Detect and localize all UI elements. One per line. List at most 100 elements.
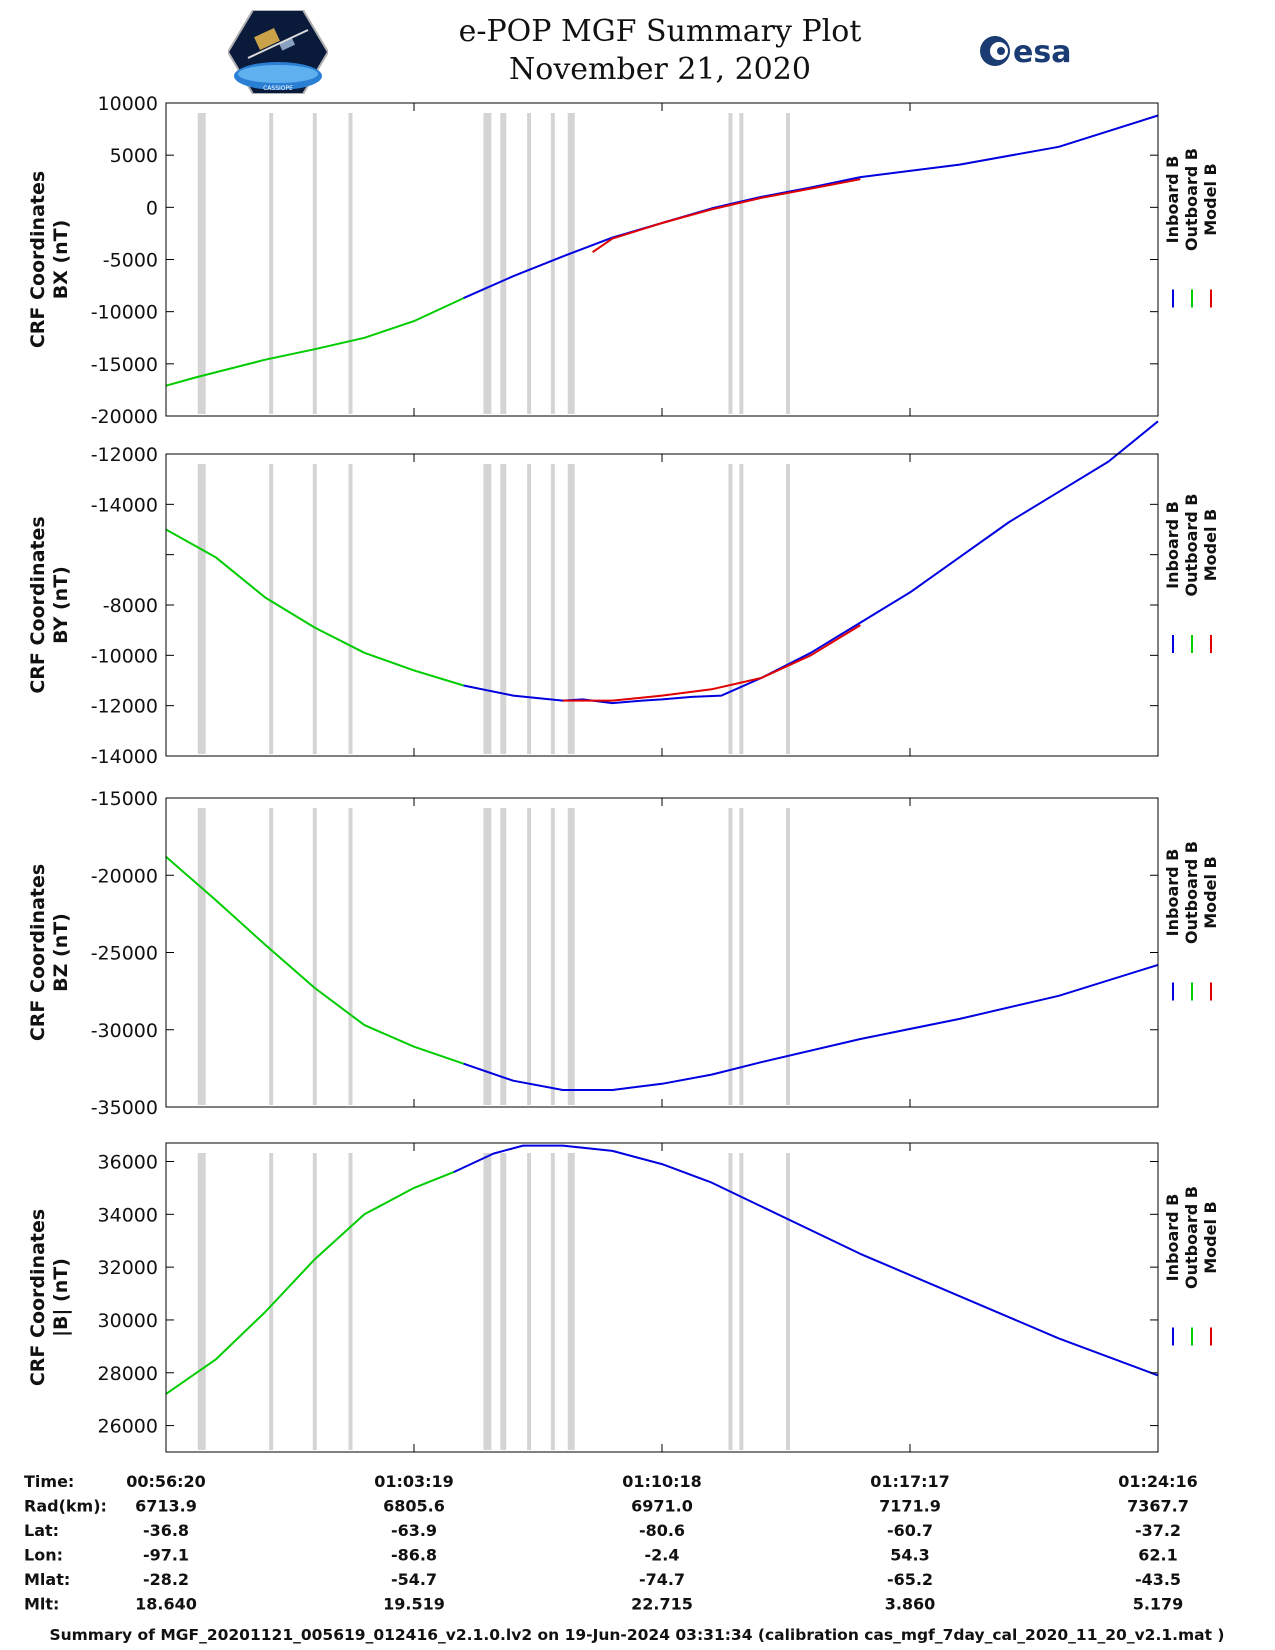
cassiope-logo-text: CASSIOPE — [263, 85, 293, 92]
series-line-outboard-b — [165, 855, 464, 1065]
footer-text: Summary of MGF_20201121_005619_012416_v2… — [49, 1626, 1224, 1644]
data-gap-band — [739, 464, 744, 754]
ephemeris-value: -60.7 — [887, 1521, 933, 1540]
y-tick-label: -25000 — [91, 943, 158, 965]
data-gap-band — [728, 113, 733, 414]
ephemeris-value: 19.519 — [383, 1595, 445, 1614]
y-axis-label: CRF Coordinates|B| (nT) — [27, 1209, 72, 1386]
ephemeris-value: -2.4 — [645, 1546, 680, 1565]
y-axis-label-line: CRF Coordinates — [27, 1209, 49, 1386]
ephemeris-value: -63.9 — [391, 1521, 437, 1540]
data-gap-band — [197, 464, 206, 754]
ephemeris-value: 01:03:19 — [374, 1472, 454, 1491]
ephemeris-value: 54.3 — [890, 1546, 929, 1565]
ephemeris-value: 6713.9 — [135, 1497, 197, 1516]
panel-1: 10000 5000 0 -5000 -10000 -15000 -20000 CRF Coo… — [27, 93, 1220, 428]
y-axis-label-line: CRF Coordinates — [27, 171, 49, 348]
data-gap-band — [312, 113, 317, 414]
y-tick-label: -20000 — [91, 865, 158, 887]
ephemeris-value: 00:56:20 — [126, 1472, 206, 1491]
legend-label: Outboard B — [1182, 494, 1201, 597]
y-axis-label-line: BX (nT) — [50, 220, 72, 300]
ephemeris-value: -80.6 — [639, 1521, 685, 1540]
data-gap-band — [786, 113, 790, 414]
data-gap-band — [269, 808, 274, 1105]
legend-label: Outboard B — [1182, 1186, 1201, 1289]
y-tick-label: 34000 — [98, 1204, 158, 1226]
data-gap-band — [786, 464, 790, 754]
data-gap-band — [483, 1153, 492, 1450]
data-gap-band — [728, 464, 733, 754]
data-gap-band — [567, 113, 575, 414]
data-gap-band — [269, 1153, 274, 1450]
ephemeris-value: 18.640 — [135, 1595, 197, 1614]
y-tick-label: 26000 — [98, 1416, 158, 1438]
data-gap-band — [312, 464, 317, 754]
ephemeris-value: 5.179 — [1133, 1595, 1184, 1614]
data-gap-band — [197, 808, 206, 1105]
y-tick-label: -12000 — [91, 444, 158, 466]
data-gap-band — [348, 1153, 353, 1450]
legend-label: Outboard B — [1182, 841, 1201, 944]
data-gap-band — [567, 464, 575, 754]
ephemeris-table: Time: 00:56:20 01:03:19 01:10:18 01:17:17 01:… — [24, 1472, 1198, 1614]
legend-label: Model B — [1201, 856, 1220, 928]
ephemeris-value: 3.860 — [885, 1595, 936, 1614]
esa-logo: esa — [980, 35, 1071, 70]
y-axis-label-line: BZ (nT) — [50, 913, 72, 992]
series-line-outboard-b — [165, 297, 465, 387]
y-tick-label: -10000 — [91, 645, 158, 667]
data-gap-band — [567, 1153, 575, 1450]
y-tick-label: 28000 — [98, 1363, 158, 1385]
data-gap-band — [739, 808, 744, 1105]
panel-2: -12000 -14000 -8000 -10000 -12000 -14000 CRF C… — [27, 420, 1220, 768]
data-gap-band — [550, 808, 555, 1105]
y-axis-label-line: |B| (nT) — [50, 1258, 72, 1337]
y-axis-label-line: CRF Coordinates — [27, 516, 49, 693]
series-line-inboard-b — [463, 963, 1159, 1091]
panel-4: 26000 28000 30000 32000 34000 36000 CRF Coordi… — [27, 1142, 1220, 1453]
plot-title: e-POP MGF Summary Plot — [458, 14, 862, 49]
data-gap-band — [483, 464, 492, 754]
series-line-outboard-b — [165, 528, 464, 687]
ephemeris-value: -86.8 — [391, 1546, 437, 1565]
legend-label: Inboard B — [1163, 501, 1182, 589]
data-gap-band — [527, 113, 532, 414]
legend-label: Inboard B — [1163, 1194, 1182, 1282]
data-gap-band — [348, 464, 353, 754]
y-tick-label: -14000 — [91, 494, 158, 516]
ephemeris-row-label: Rad(km): — [24, 1497, 107, 1516]
ephemeris-value: 22.715 — [631, 1595, 693, 1614]
ephemeris-value: -37.2 — [1135, 1521, 1181, 1540]
ephemeris-value: -28.2 — [143, 1570, 189, 1589]
data-gap-band — [312, 1153, 317, 1450]
ephemeris-row-label: Mlat: — [24, 1570, 70, 1589]
y-tick-label: -12000 — [91, 696, 158, 718]
data-gap-band — [567, 808, 575, 1105]
data-gap-band — [197, 113, 206, 414]
ephemeris-value: 01:10:18 — [622, 1472, 702, 1491]
data-gap-band — [527, 1153, 532, 1450]
data-gap-band — [269, 113, 274, 414]
legend-label: Outboard B — [1182, 148, 1201, 251]
y-tick-label: 36000 — [98, 1151, 158, 1173]
esa-logo-text: esa — [1013, 35, 1071, 70]
data-gap-band — [269, 464, 274, 754]
ephemeris-value: -36.8 — [143, 1521, 189, 1540]
y-tick-label: -15000 — [91, 354, 158, 376]
y-tick-label: -15000 — [91, 788, 158, 810]
legend-label: Model B — [1201, 1201, 1220, 1273]
series-line-inboard-b — [453, 1144, 1159, 1377]
y-axis-label: CRF CoordinatesBX (nT) — [27, 171, 72, 348]
data-gap-band — [786, 808, 790, 1105]
series-line-model-b — [592, 178, 861, 254]
legend-label: Inboard B — [1163, 849, 1182, 937]
y-axis-label-line: BY (nT) — [50, 566, 72, 644]
y-axis-label-line: CRF Coordinates — [27, 864, 49, 1041]
y-tick-label: -14000 — [91, 746, 158, 768]
y-tick-label: 5000 — [110, 145, 158, 167]
ephemeris-value: -97.1 — [143, 1546, 189, 1565]
data-gap-band — [739, 1153, 744, 1450]
data-gap-band — [527, 808, 532, 1105]
